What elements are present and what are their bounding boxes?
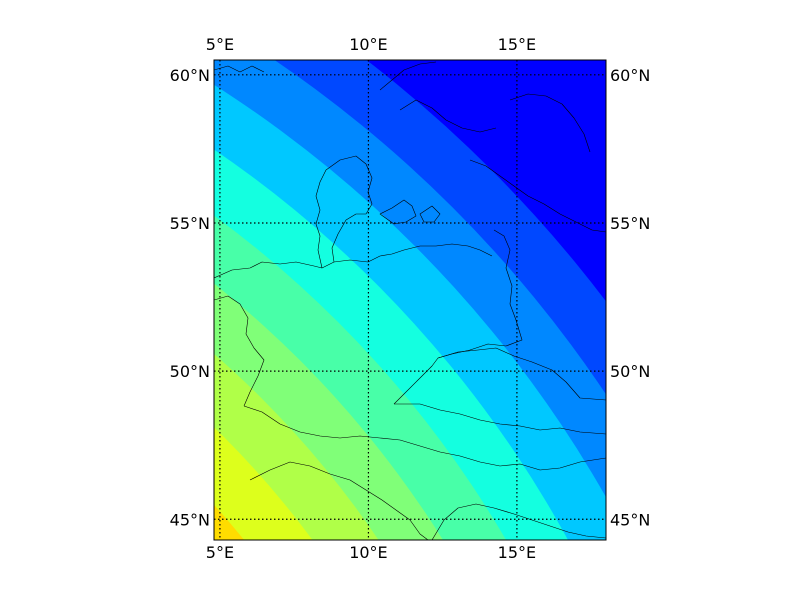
contour-band: [214, 427, 313, 540]
meridian-label-bottom: 5°E: [206, 543, 234, 562]
axis-labels: 5°E 5°E 10°E 10°E 15°E 15°E 45°N 45°N 50°N 50°N 55…: [170, 35, 651, 562]
parallel-label-left: 45°N: [170, 510, 210, 529]
meridian-label-bottom: 10°E: [349, 543, 387, 562]
contour-band: [214, 505, 244, 540]
meridian-label-top: 5°E: [206, 35, 234, 54]
parallel-label-left: 50°N: [170, 362, 210, 381]
meridian-label-top: 15°E: [498, 35, 536, 54]
meridian-label-bottom: 15°E: [498, 543, 536, 562]
parallel-label-right: 55°N: [610, 214, 650, 233]
graticule: [214, 60, 606, 540]
parallel-label-right: 45°N: [610, 510, 650, 529]
meridian-label-top: 10°E: [349, 35, 387, 54]
parallel-label-right: 50°N: [610, 362, 650, 381]
parallel-label-left: 60°N: [170, 66, 210, 85]
map-frame: [213, 59, 607, 541]
parallel-label-right: 60°N: [610, 66, 650, 85]
coastlines-and-borders: [214, 61, 606, 540]
parallel-label-left: 55°N: [170, 214, 210, 233]
